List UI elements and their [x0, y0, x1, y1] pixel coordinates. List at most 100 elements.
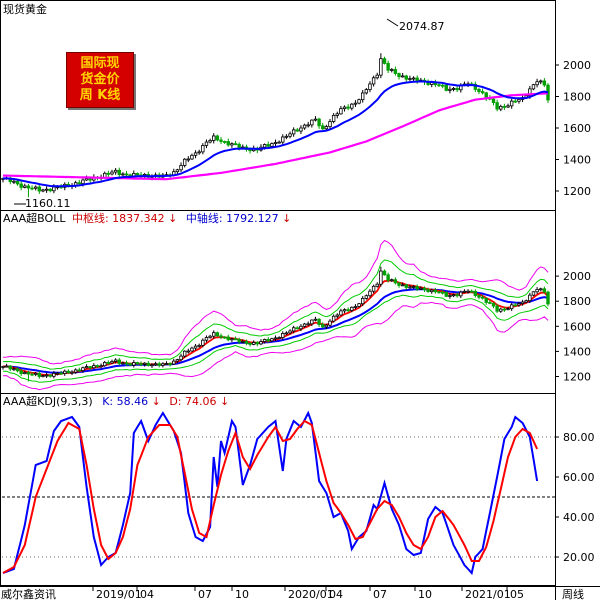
boll-candle-body — [248, 342, 252, 345]
boll-candle-body — [437, 291, 441, 294]
boll-candle-body — [462, 290, 467, 293]
main-candle-body — [542, 80, 547, 86]
boll-candle-body — [117, 359, 121, 364]
main-candle-body — [26, 185, 31, 189]
boll-candle-body — [375, 283, 379, 287]
boll-candle-body — [262, 339, 267, 342]
boll-candle-body — [237, 338, 241, 343]
main-candle-body — [212, 135, 216, 141]
x-tick-label: 10 — [418, 588, 432, 600]
main-candle-body — [288, 133, 292, 137]
boll-candle-body — [368, 290, 372, 297]
boll-candle-body — [55, 372, 60, 375]
boll-candle-body — [400, 284, 405, 287]
boll-candle-body — [539, 288, 543, 291]
boll-upper-outer — [2, 239, 549, 365]
boll-candle-body — [506, 308, 510, 311]
main-y-tick-label: 2000 — [563, 59, 591, 72]
boll-candle-body — [26, 372, 31, 375]
boll-candle-body — [535, 289, 539, 293]
boll-candle-body — [350, 306, 354, 311]
main-candle-body — [277, 141, 281, 144]
boll-candle-body — [139, 363, 143, 366]
boll-candle-body — [77, 369, 81, 372]
main-candle-body — [517, 99, 521, 102]
boll-candle-body — [197, 344, 201, 347]
boll-candle-body — [63, 370, 67, 374]
main-candle-body — [88, 178, 92, 181]
main-candle-body — [215, 135, 220, 141]
main-candle-body — [400, 75, 405, 78]
boll-candle-body — [1, 366, 5, 368]
main-candle-body — [397, 73, 401, 78]
boll-candle-body — [477, 295, 481, 298]
boll-upper-inner — [2, 259, 549, 370]
footer-period: 周线 — [562, 587, 584, 600]
boll-mid-red — [2, 279, 549, 377]
boll-candle-body — [251, 342, 256, 345]
boll-candle-body — [52, 372, 56, 377]
boll-candle-body — [81, 367, 85, 372]
boll-candle-body — [408, 286, 412, 289]
boll-candle-body — [342, 309, 347, 312]
boll-mid-arrow: ↓ — [168, 212, 177, 225]
main-candle-body — [175, 169, 180, 173]
boll-candle-body — [168, 363, 172, 365]
main-candle-body — [52, 186, 56, 192]
boll-candle-body — [186, 350, 190, 353]
boll-candle-body — [219, 335, 223, 338]
kdj-indicator-name: AAA超KDJ(9,3,3) — [3, 394, 93, 408]
kdj-y-tick-label: 60.00 — [563, 471, 595, 484]
boll-candle-body — [295, 327, 299, 330]
main-candle-body — [451, 88, 456, 90]
main-candle-body — [48, 188, 52, 192]
main-candle-body — [313, 118, 318, 121]
kdj-k-line — [2, 410, 539, 576]
main-candle-body — [208, 140, 212, 143]
boll-candle-body — [364, 295, 369, 299]
main-candle-body — [106, 172, 111, 175]
boll-candle-body — [440, 291, 445, 294]
boll-candle-body — [99, 365, 103, 368]
main-candle-body — [110, 171, 114, 175]
boll-candle-body — [386, 274, 390, 281]
boll-candle-body — [212, 332, 216, 337]
main-candle-body — [41, 189, 45, 192]
boll-candle-body — [175, 359, 180, 362]
main-candle-body — [379, 58, 383, 76]
boll-candle-body — [161, 363, 165, 366]
main-candle-body — [135, 173, 140, 176]
main-candle-body — [270, 143, 274, 147]
boll-candle-body — [390, 279, 394, 282]
boll-candle-body — [284, 332, 289, 335]
boll-candle-body — [371, 285, 376, 292]
kdj-k-arrow: ↓ — [152, 395, 161, 408]
kdj-y-tick-label: 80.00 — [563, 431, 595, 444]
main-candle-body — [350, 103, 354, 109]
boll-candle-body — [520, 301, 525, 304]
boll-candle-body — [135, 362, 140, 365]
boll-candle-body — [41, 375, 45, 378]
main-candle-body — [440, 84, 445, 87]
main-candle-body — [444, 84, 448, 91]
main-candle-body — [182, 158, 187, 166]
window-title: 现货黄金 — [3, 2, 47, 16]
main-candle-body — [190, 154, 194, 160]
boll-candle-body — [480, 296, 485, 299]
boll-axis-blue — [2, 288, 549, 374]
main-moving-averages — [2, 80, 549, 188]
main-candle-body — [179, 164, 183, 171]
x-tick-label: 10 — [235, 588, 249, 600]
boll-candle-body — [488, 302, 492, 304]
boll-candle-body — [426, 289, 430, 293]
boll-candle-body — [233, 338, 238, 341]
boll-candle-body — [59, 372, 63, 375]
boll-candle-body — [357, 303, 361, 307]
boll-candle-body — [128, 363, 132, 366]
high-marker-line — [386, 18, 399, 27]
main-candle-body — [306, 124, 310, 127]
main-candle-body — [197, 151, 201, 154]
boll-candle-body — [270, 338, 274, 342]
boll-candle-body — [19, 370, 23, 375]
kdj-title: AAA超KDJ(9,3,3) K: 58.46 ↓ D: 74.06 ↓ — [3, 394, 229, 408]
